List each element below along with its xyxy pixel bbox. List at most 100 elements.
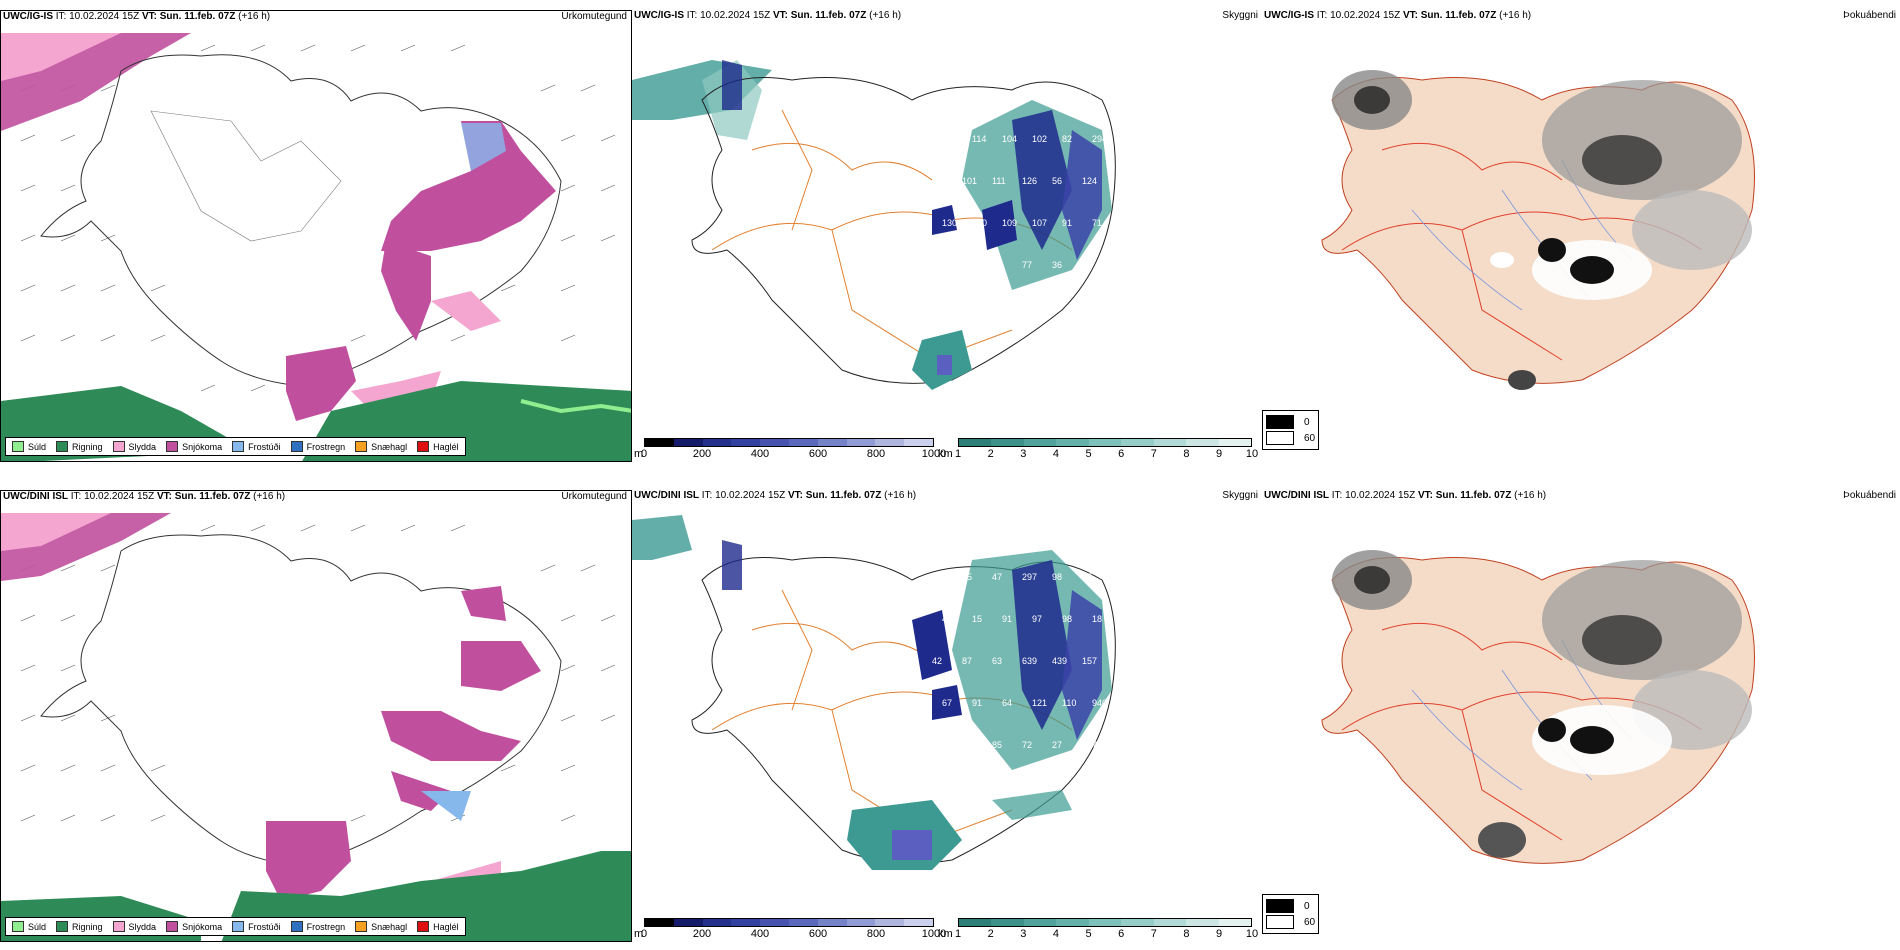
visibility-value-label: 57 [1082, 260, 1092, 270]
visibility-value-label: 439 [1052, 656, 1067, 666]
precip-type-panel-bottom: UWC/DINI ISL IT: 10.02.2024 15Z VT: Sun.… [0, 490, 632, 942]
visibility-value-label: 97 [992, 260, 1002, 270]
fog-panel-bottom: UWC/DINI ISL IT: 10.02.2024 15Z VT: Sun.… [1262, 490, 1900, 942]
legend-swatch [56, 921, 69, 932]
legend-item: Rigning [56, 921, 103, 932]
visibility-panel-bottom: 15 15 47 297 98 75 46 15 91 97 98 18 42 87 63 639 439 157… [632, 490, 1262, 942]
visibility-value-label: 67 [942, 698, 952, 708]
km-unit-top: km [938, 448, 953, 460]
fog-panel-top: UWC/IG-IS IT: 10.02.2024 15Z VT: Sun. 11… [1262, 10, 1900, 462]
visibility-value-label: 104 [1002, 134, 1017, 144]
fog-map-top [1321, 70, 1755, 390]
visibility-value-label: 91 [1002, 614, 1012, 624]
legend-swatch [417, 441, 430, 452]
legend-swatch [290, 441, 303, 452]
visibility-value-label: 467 [1082, 740, 1097, 750]
visibility-value-label: 639 [1022, 656, 1037, 666]
visibility-km-colorbar-top: 1 2 3 4 5 6 7 8 9 10 [955, 438, 1258, 461]
visibility-value-label: 67 [962, 740, 972, 750]
visibility-value-label: 77 [1022, 260, 1032, 270]
visibility-km-colorbar-bottom: 1 2 3 4 5 6 7 8 9 10 [955, 918, 1258, 941]
visibility-value-label: 72 [1022, 740, 1032, 750]
visibility-value-label: 85 [992, 740, 1002, 750]
visibility-value-label: 56 [1052, 176, 1062, 186]
legend-swatch [355, 921, 368, 932]
legend-swatch [232, 921, 245, 932]
visibility-value-label: 93 [962, 260, 972, 270]
visibility-map-bottom: 15 15 47 297 98 75 46 15 91 97 98 18 42 87 63 639 439 157… [632, 515, 1116, 870]
panel-title-precip-bottom: Úrkomutegund [561, 491, 627, 502]
visibility-value-label: 98 [1062, 614, 1072, 624]
panel-title-visibility-top: Skyggni [1222, 10, 1258, 21]
precip-legend-top: Súld Rigning Slydda Snjókoma Frostúði Fr… [5, 437, 466, 456]
visibility-value-label: 37 [1052, 92, 1062, 102]
legend-item: Frostúði [232, 921, 281, 932]
visibility-value-label: 157 [1082, 656, 1097, 666]
visibility-value-label: 121 [1032, 698, 1047, 708]
visibility-value-label: 102 [1032, 134, 1047, 144]
visibility-value-label: 87 [962, 656, 972, 666]
legend-item: Slydda [112, 921, 156, 932]
visibility-value-label: 107 [1032, 218, 1047, 228]
visibility-value-label: 297 [1022, 572, 1037, 582]
fog-scale-box-dark [1266, 899, 1294, 913]
visibility-value-label: 47 [992, 572, 1002, 582]
legend-swatch [112, 441, 125, 452]
panel-header-bottom-3: UWC/DINI ISL IT: 10.02.2024 15Z VT: Sun.… [1264, 490, 1547, 501]
visibility-value-label: 90 [972, 302, 982, 312]
legend-item: Frostregn [290, 921, 345, 932]
precip-type-panel-top: UWC/IG-IS IT: 10.02.2024 15Z VT: Sun. 11… [0, 10, 632, 462]
legend-item: Snjókoma [166, 921, 222, 932]
visibility-panel-top: 18 77 11 15 37 73 105 114 104 102 82 294 133 101 111 12… [632, 10, 1262, 462]
legend-swatch [12, 441, 24, 452]
legend-item: Snjókoma [166, 441, 222, 452]
legend-swatch [166, 441, 179, 452]
visibility-value-label: 140 [972, 218, 987, 228]
visibility-value-label: 91 [1062, 218, 1072, 228]
visibility-value-label: 73 [1082, 92, 1092, 102]
visibility-value-label: 91 [972, 698, 982, 708]
legend-item: Frostúði [232, 441, 281, 452]
legend-swatch [355, 441, 368, 452]
panel-header-top-3: UWC/IG-IS IT: 10.02.2024 15Z VT: Sun. 11… [1264, 10, 1532, 21]
fog-scale-box-light [1266, 915, 1294, 929]
legend-swatch [112, 921, 125, 932]
legend-swatch [166, 921, 179, 932]
fog-map-bottom [1321, 550, 1755, 864]
visibility-value-label: 82 [1062, 134, 1072, 144]
visibility-value-label: 18 [1092, 614, 1102, 624]
visibility-value-label: 105 [942, 134, 957, 144]
visibility-value-label: 36 [1052, 260, 1062, 270]
legend-swatch [232, 441, 245, 452]
legend-item: Slydda [112, 441, 156, 452]
visibility-value-label: 63 [992, 656, 1002, 666]
panel-title-precip-top: Úrkomutegund [561, 11, 627, 22]
legend-item: Súld [12, 441, 46, 452]
fog-scale-box-light [1266, 431, 1294, 445]
visibility-m-colorbar-bottom: 0 200 400 600 800 1000 [641, 918, 946, 941]
visibility-value-label: 77 [962, 92, 972, 102]
legend-item: Súld [12, 921, 46, 932]
visibility-value-label: 130 [942, 218, 957, 228]
visibility-value-label: 27 [1052, 740, 1062, 750]
visibility-value-label: 294 [1092, 134, 1107, 144]
visibility-value-label: 110 [1062, 698, 1076, 708]
visibility-value-label: 46 [942, 614, 952, 624]
visibility-value-label: 15 [972, 614, 982, 624]
panel-header-top-1: UWC/IG-IS IT: 10.02.2024 15Z VT: Sun. 11… [3, 11, 271, 22]
panel-header-bottom-1: UWC/DINI ISL IT: 10.02.2024 15Z VT: Sun.… [3, 491, 286, 502]
visibility-value-label: 109 [1002, 218, 1017, 228]
panel-title-fog-top: Þokuábendi [1843, 10, 1896, 21]
legend-swatch [417, 921, 430, 932]
visibility-value-label: 111 [992, 176, 1006, 186]
visibility-value-label: 97 [1032, 614, 1042, 624]
visibility-value-label: 15 [1022, 92, 1032, 102]
visibility-map-top: 18 77 11 15 37 73 105 114 104 102 82 294 133 101 111 12… [632, 60, 1116, 390]
visibility-value-label: 98 [1052, 572, 1062, 582]
visibility-value-label: 84 [932, 740, 942, 750]
legend-item: Snæhagl [355, 921, 407, 932]
visibility-value-label: 121 [972, 782, 987, 792]
visibility-value-label: 83 [942, 302, 952, 312]
panel-header-top-2: UWC/IG-IS IT: 10.02.2024 15Z VT: Sun. 11… [634, 10, 902, 21]
m-unit-top: m [634, 448, 644, 460]
